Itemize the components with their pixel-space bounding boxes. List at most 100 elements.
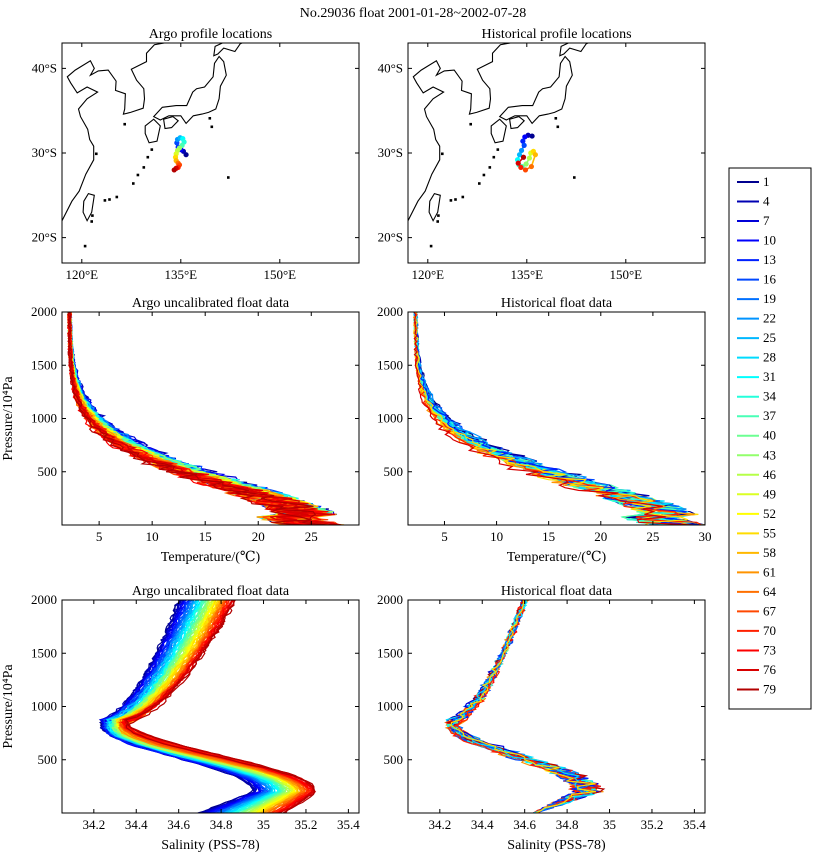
island-dot (492, 155, 496, 159)
x-tick-label: 150°E (609, 267, 642, 282)
profile-line (412, 312, 695, 525)
x-tick-label: 120°E (411, 267, 444, 282)
y-tick-label: 1500 (31, 357, 57, 372)
profile-line (413, 312, 699, 525)
track-point (529, 133, 535, 139)
legend-label: 52 (763, 506, 776, 521)
profile-line (67, 312, 334, 525)
legend-label: 79 (763, 681, 776, 696)
x-tick-label: 35 (603, 817, 616, 832)
axes-frame (61, 42, 360, 264)
axes-frame (61, 311, 360, 526)
legend-label: 31 (763, 369, 776, 384)
profile-line (413, 312, 687, 525)
x-tick-label: 150°E (263, 267, 296, 282)
island-dot (461, 195, 465, 199)
island-dot (115, 195, 119, 199)
x-tick-label: 10 (146, 529, 159, 544)
profile-line (67, 312, 335, 525)
island-dot (556, 125, 560, 129)
profile-line (67, 312, 323, 525)
panel-5: Argo uncalibrated float data Salinity (PS… (1, 584, 360, 853)
x-tick-label: 34.6 (167, 817, 190, 832)
plot-area (412, 312, 705, 525)
y-tick-label: 1000 (31, 699, 57, 714)
profile-line (413, 312, 687, 525)
profile-line (67, 312, 337, 525)
x-tick-label: 20 (594, 529, 607, 544)
legend-label: 61 (763, 564, 776, 579)
profile-line (413, 312, 687, 525)
island-dot (478, 182, 481, 185)
track-point (171, 167, 177, 173)
legend-label: 43 (763, 447, 776, 462)
profile-line (67, 312, 334, 525)
profile-line (413, 312, 682, 525)
x-tick-label: 20 (252, 529, 265, 544)
island-dot (496, 148, 500, 151)
profile-line (67, 312, 325, 525)
profile-line (414, 312, 700, 525)
island-dot (482, 173, 486, 177)
plot-area (62, 43, 244, 248)
island-dot (123, 122, 126, 126)
island-dot (573, 176, 576, 179)
island-dot (449, 199, 453, 202)
x-axis-label: Salinity (PSS-78) (507, 838, 606, 853)
plot-area (408, 43, 590, 248)
panels: Argo profile locations 120°E 135°E 150°E 20°… (1, 27, 712, 853)
y-axis-label: Pressure/10⁴Pa (1, 664, 16, 749)
profile-line (68, 312, 335, 525)
y-tick-label: 500 (38, 752, 58, 767)
island-dot (488, 166, 492, 169)
island-dot (90, 220, 93, 223)
profile-line (413, 312, 694, 525)
island (152, 55, 227, 125)
profile-line (67, 312, 323, 525)
track-point (518, 147, 525, 154)
track-point (515, 160, 521, 166)
island-dot (132, 182, 135, 185)
legend-label: 49 (763, 486, 776, 501)
profile-line (413, 312, 695, 525)
profile-line (413, 312, 704, 525)
legend-label: 7 (763, 213, 770, 228)
profile-line (413, 312, 687, 525)
profile-line (67, 312, 329, 525)
profile-line (414, 312, 681, 525)
x-tick-label: 5 (441, 529, 448, 544)
profile-line (67, 312, 335, 525)
x-tick-label: 35 (257, 817, 270, 832)
profile-line (67, 312, 328, 525)
profile-line (450, 600, 597, 813)
profile-line (67, 312, 323, 525)
y-tick-label: 2000 (31, 592, 57, 607)
x-tick-label: 34.2 (82, 817, 105, 832)
island (490, 118, 507, 144)
panel-4: Historical float data Temperature/(℃) 5 10 1… (377, 296, 712, 565)
y-tick-label: 500 (384, 464, 404, 479)
profile-line (67, 312, 323, 525)
island (162, 115, 180, 130)
legend-label: 55 (763, 525, 776, 540)
plot-area (98, 600, 317, 813)
profile-line (414, 312, 705, 525)
track-point (521, 142, 527, 148)
profile-line (67, 312, 340, 525)
track-point (522, 134, 528, 140)
panel-1: Argo profile locations 120°E 135°E 150°E 20°… (32, 27, 360, 282)
coastline (62, 43, 165, 221)
profile-line (67, 312, 338, 525)
profile-line (413, 312, 689, 525)
panel-title: Historical float data (501, 584, 613, 599)
x-tick-label: 135°E (164, 267, 197, 282)
y-tick-label: 20°S (378, 230, 403, 245)
profile-line (66, 312, 328, 525)
x-tick-label: 25 (305, 529, 318, 544)
track-point (516, 152, 523, 158)
axes-frame (407, 311, 706, 526)
plot-area (443, 600, 606, 813)
panel-title: Argo uncalibrated float data (132, 296, 290, 311)
track-point (532, 152, 538, 158)
panel-title: Argo profile locations (149, 27, 272, 42)
